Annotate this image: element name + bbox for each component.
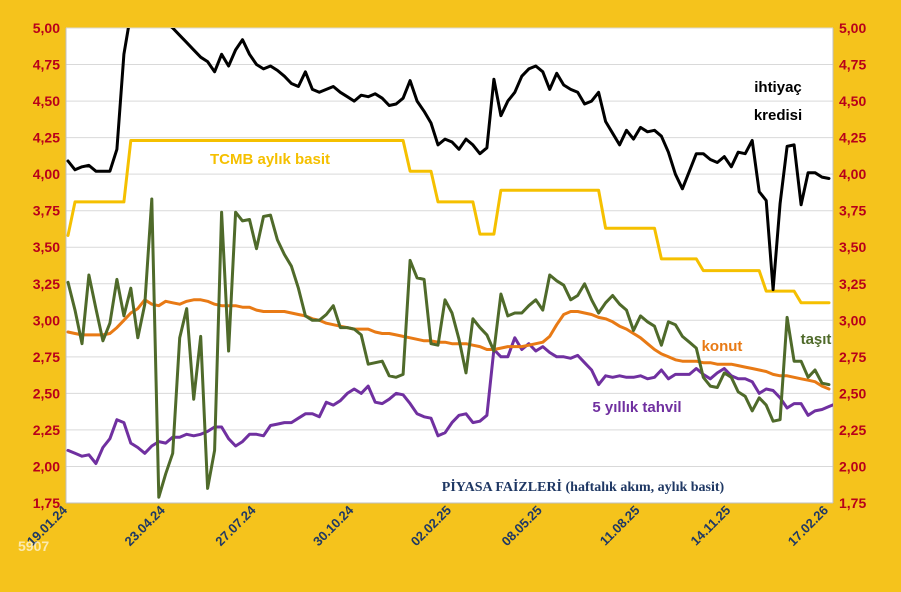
y-tick-right-4: 2,75 — [839, 349, 866, 365]
x-tick-4: 02.02.25 — [408, 503, 454, 549]
y-tick-left-9: 4,00 — [33, 166, 60, 182]
y-tick-left-0: 1,75 — [33, 495, 60, 511]
x-tick-3: 30.10.24 — [310, 502, 357, 549]
gridlines — [65, 27, 834, 504]
series-tahvil-line — [66, 336, 833, 465]
y-tick-right-10: 4,25 — [839, 130, 866, 146]
y-tick-left-5: 3,00 — [33, 312, 60, 328]
y-tick-left-8: 3,75 — [33, 203, 60, 219]
y-tick-left-6: 3,25 — [33, 276, 60, 292]
x-tick-8: 17.02.26 — [785, 503, 831, 549]
y-tick-left-3: 2,50 — [33, 385, 60, 401]
y-tick-right-7: 3,50 — [839, 239, 866, 255]
y-axis-right: 1,75 2,00 2,25 2,50 2,75 3,00 3,25 3,50 3,75 4,00… — [839, 20, 866, 511]
y-tick-left-10: 4,25 — [33, 130, 60, 146]
label-tcmb: TCMB aylık basit — [210, 151, 330, 168]
y-axis-left: 1,75 2,00 2,25 2,50 2,75 3,00 3,25 3,50 3,75 4,00… — [33, 20, 60, 511]
label-tasit: taşıt — [801, 331, 832, 348]
y-tick-left-11: 4,50 — [33, 93, 60, 109]
x-tick-2: 27.07.24 — [212, 502, 259, 549]
y-tick-right-8: 3,75 — [839, 203, 866, 219]
label-konut: konut — [702, 338, 743, 355]
y-tick-right-12: 4,75 — [839, 57, 866, 73]
y-tick-right-0: 1,75 — [839, 495, 866, 511]
x-tick-6: 11.08.25 — [597, 503, 643, 549]
x-axis: 19.01.24 23.04.24 27.07.24 30.10.24 02.02.25… — [24, 502, 831, 549]
chart-title: PİYASA FAİZLERİ (haftalık akım, aylık ba… — [442, 478, 725, 495]
x-tick-5: 08.05.25 — [498, 503, 544, 549]
y-tick-right-9: 4,00 — [839, 166, 866, 182]
label-tahvil: 5 yıllık tahvil — [592, 399, 681, 416]
y-tick-left-4: 2,75 — [33, 349, 60, 365]
y-tick-right-3: 2,50 — [839, 385, 866, 401]
y-tick-left-7: 3,50 — [33, 239, 60, 255]
series-konut-line — [66, 298, 831, 391]
label-ihtiyac-line2: kredisi — [754, 107, 802, 124]
series-tasit-line — [66, 197, 831, 499]
y-tick-left-1: 2,00 — [33, 458, 60, 474]
y-tick-right-2: 2,25 — [839, 422, 866, 438]
plot-area — [66, 28, 833, 503]
y-tick-right-5: 3,00 — [839, 312, 866, 328]
watermark: 5907 — [18, 538, 49, 554]
y-tick-right-6: 3,25 — [839, 276, 866, 292]
y-tick-left-12: 4,75 — [33, 57, 60, 73]
x-tick-1: 23.04.24 — [121, 502, 168, 549]
y-tick-right-13: 5,00 — [839, 20, 866, 36]
label-ihtiyac-line1: ihtiyaç — [754, 79, 802, 96]
y-tick-left-13: 5,00 — [33, 20, 60, 36]
y-tick-right-11: 4,50 — [839, 93, 866, 109]
y-tick-left-2: 2,25 — [33, 422, 60, 438]
x-tick-7: 14.11.25 — [687, 503, 733, 549]
series-ihtiyac-line — [66, 28, 831, 292]
series-tcmb-line — [66, 139, 831, 305]
y-tick-right-1: 2,00 — [839, 458, 866, 474]
series-layer — [66, 28, 833, 499]
